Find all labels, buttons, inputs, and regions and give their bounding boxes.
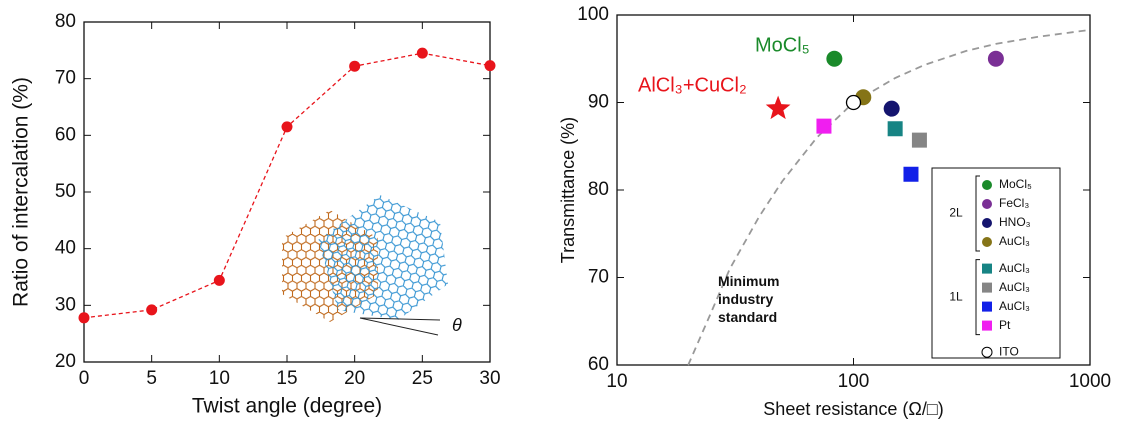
x-tick-label: 10 [606,371,627,392]
legend-marker [982,263,992,274]
legend-label: AuCl₃ [999,261,1030,275]
legend-marker [982,237,992,247]
y-axis-label: Transmittance (%) [558,117,578,263]
data-point [845,94,862,111]
y-tick-label: 100 [577,4,609,25]
legend-label: FeCl₃ [999,196,1029,210]
highlight-label: AlCl₃+CuCl₂ [638,74,747,96]
data-point [213,274,225,286]
data-point [146,304,158,316]
data-point [78,312,90,324]
plot-frame [83,21,491,363]
legend-entry: AuCl₃ [982,234,1030,248]
legend-label: HNO₃ [999,215,1031,229]
data-point [765,95,791,120]
legend-entry: HNO₃ [982,215,1031,229]
inset-lattice: θ [282,195,462,336]
x-axis-label: Sheet resistance (Ω/□) [763,399,943,419]
angle-label: θ [452,315,462,335]
data-point [883,100,900,117]
y-tick-label: 60 [588,354,609,375]
x-tick-label: 1000 [1069,371,1111,392]
data-point [484,60,496,72]
data-point [349,60,361,72]
data-point [987,50,1004,67]
angle-line [359,317,439,336]
y-tick-label: 80 [588,179,609,200]
legend-bracket [975,259,980,336]
legend-entry: FeCl₃ [982,196,1029,210]
legend-group-label: 2L [949,206,963,220]
y-tick-label: 60 [55,124,76,145]
data-point [903,166,919,182]
legend-entry: Pt [982,318,1011,332]
data-point [911,132,927,148]
data-point [281,121,293,133]
legend-label: MoCl₅ [999,177,1032,191]
x-tick-label: 10 [209,368,230,389]
legend-group-label: 1L [949,289,963,303]
lattice-top [318,195,448,320]
x-axis-label: Twist angle (degree) [192,395,382,418]
x-tick-label: 15 [276,368,297,389]
data-point [826,50,843,67]
legend-bracket [975,175,980,252]
y-tick-label: 50 [55,181,76,202]
y-tick-label: 90 [588,92,609,113]
y-tick-label: 80 [55,11,76,32]
annotation: MoCl₅ [755,34,810,56]
x-tick-label: 25 [412,368,433,389]
legend-entry: AuCl₃ [982,261,1030,275]
x-tick-label: 0 [79,368,90,389]
legend-label: ITO [999,344,1019,358]
y-tick-label: 40 [55,238,76,259]
data-point [416,47,428,59]
legend-entry: ITO [981,344,1019,358]
legend-marker [982,199,992,209]
legend-marker [982,301,992,312]
legend-label: AuCl₃ [999,280,1030,294]
legend-label: AuCl₃ [999,234,1030,248]
y-axis-label: Ratio of intercalation (%) [10,77,33,307]
legend-marker [982,320,992,331]
y-tick-label: 70 [55,68,76,89]
x-tick-label: 30 [479,368,500,389]
legend-marker [981,346,993,358]
y-tick-label: 70 [588,267,609,288]
legend-entry: MoCl₅ [982,177,1032,191]
data-point [816,118,832,134]
y-tick-label: 30 [55,294,76,315]
curve-label: Minimum industry standard [718,273,780,325]
x-tick-label: 20 [344,368,365,389]
legend-label: Pt [999,318,1011,332]
legend-entry: AuCl₃ [982,299,1030,313]
x-tick-label: 5 [146,368,157,389]
legend-marker [982,282,992,293]
legend-marker [982,180,992,190]
angle-line [359,317,441,321]
data-point [887,121,903,137]
legend-label: AuCl₃ [999,299,1030,313]
legend-entry: AuCl₃ [982,280,1030,294]
y-tick-label: 20 [55,351,76,372]
x-tick-label: 100 [838,371,870,392]
legend-box [931,167,1061,359]
legend-marker [982,218,992,228]
